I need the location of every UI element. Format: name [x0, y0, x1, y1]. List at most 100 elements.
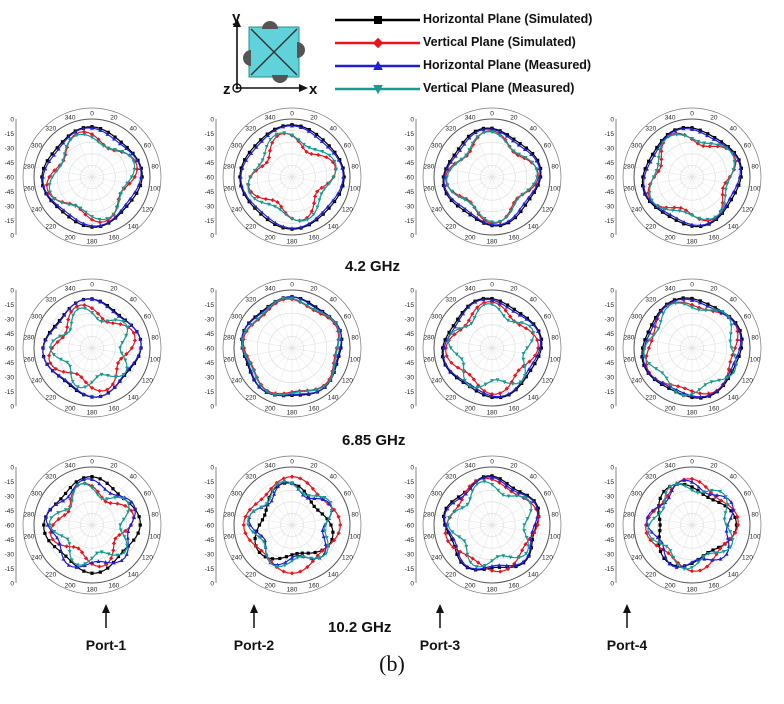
series-point-3 [301, 555, 306, 560]
angle-tick-label: 60 [344, 143, 352, 150]
series-point-2 [710, 557, 715, 562]
grid-spoke [241, 524, 293, 555]
radial-tick-label: 0 [410, 581, 414, 588]
angle-tick-label: 240 [231, 555, 242, 562]
series-point-3 [49, 516, 54, 520]
antenna-patch-1 [262, 21, 278, 29]
series-point-3 [90, 311, 94, 315]
series-point-3 [126, 510, 131, 514]
series-point-1 [527, 536, 532, 541]
series-point-3 [113, 318, 118, 322]
series-point-0 [474, 389, 478, 393]
series-point-0 [659, 139, 664, 143]
series-point-1 [722, 541, 727, 546]
angle-tick-label: 280 [224, 334, 235, 341]
angle-tick-label: 200 [65, 406, 76, 413]
outer-ring [33, 466, 151, 584]
series-point-3 [273, 300, 278, 305]
angle-tick-label: 340 [665, 285, 676, 292]
series-point-3 [467, 148, 472, 152]
series-point-3 [281, 393, 286, 397]
series-point-0 [136, 531, 140, 535]
series-point-3 [129, 175, 134, 180]
series-point-3 [671, 555, 676, 560]
series-point-1 [97, 564, 102, 569]
series-point-0 [698, 128, 702, 132]
series-point-0 [45, 159, 49, 163]
series-point-3 [652, 516, 657, 521]
angle-tick-label: 260 [224, 534, 235, 541]
angle-tick-label: 80 [751, 511, 759, 518]
series-point-1 [310, 559, 315, 564]
series-point-1 [298, 476, 303, 481]
series-point-3 [328, 378, 333, 383]
series-point-3 [529, 509, 533, 513]
series-point-2 [124, 146, 128, 151]
outer-label-ring [422, 107, 562, 247]
series-point-3 [301, 492, 306, 496]
series-point-0 [247, 150, 252, 155]
series-point-0 [641, 175, 645, 179]
angle-tick-label: 140 [528, 224, 539, 231]
radial-tick-label: 0 [10, 581, 14, 588]
series-point-3 [106, 146, 111, 151]
angle-tick-label: 40 [130, 125, 138, 132]
legend-marker-0 [374, 16, 382, 24]
series-point-1 [648, 538, 653, 543]
angle-tick-label: 180 [87, 239, 98, 246]
series-point-1 [64, 544, 69, 549]
series-point-1 [305, 480, 310, 486]
series-point-3 [523, 365, 527, 370]
angle-tick-label: 220 [45, 224, 56, 231]
series-point-3 [446, 338, 451, 343]
series-point-3 [448, 346, 453, 351]
radial-tick-label: 0 [610, 117, 614, 124]
series-point-3 [247, 190, 252, 195]
series-point-3 [656, 156, 661, 160]
grid-spoke [691, 480, 730, 526]
series-point-3 [512, 202, 517, 207]
series-point-3 [490, 379, 494, 383]
series-point-0 [525, 493, 529, 497]
series-point-3 [713, 215, 718, 220]
series-point-1 [89, 132, 95, 137]
angle-tick-label: 80 [551, 334, 559, 341]
series-point-3 [51, 353, 56, 357]
series-point-3 [501, 493, 505, 497]
series-point-2 [481, 297, 486, 302]
series-point-1 [659, 149, 664, 154]
series-point-1 [82, 303, 87, 308]
series-point-3 [518, 380, 523, 385]
series-point-3 [530, 160, 535, 165]
series-point-0 [719, 140, 724, 144]
series-point-1 [266, 155, 271, 160]
series-point-2 [714, 388, 719, 393]
series-point-1 [536, 174, 541, 180]
grid-spoke [291, 176, 313, 232]
series-point-3 [106, 552, 111, 557]
radial-tick-label: -45 [605, 189, 615, 196]
radial-tick-label: -30 [205, 375, 215, 382]
radial-tick-label: -30 [605, 494, 615, 501]
angle-tick-label: 220 [445, 572, 456, 579]
series-point-2 [648, 198, 653, 203]
radial-tick-label: -45 [5, 360, 15, 367]
series-point-2 [41, 354, 46, 359]
y-arrowhead [233, 18, 241, 27]
series-point-1 [720, 192, 725, 197]
radial-tick-label: 0 [10, 117, 14, 124]
series-point-2 [724, 552, 729, 556]
series-point-3 [522, 373, 527, 378]
outer-label-ring [22, 278, 162, 418]
series-point-3 [252, 509, 256, 514]
series-point-1 [132, 174, 137, 180]
outer-label-ring [422, 455, 562, 595]
series-point-2 [690, 222, 694, 227]
series-point-3 [83, 385, 88, 390]
series-point-0 [98, 126, 103, 131]
series-point-3 [516, 197, 520, 201]
series-point-0 [536, 158, 540, 162]
series-point-2 [45, 522, 50, 527]
angle-tick-label: 160 [708, 583, 719, 590]
